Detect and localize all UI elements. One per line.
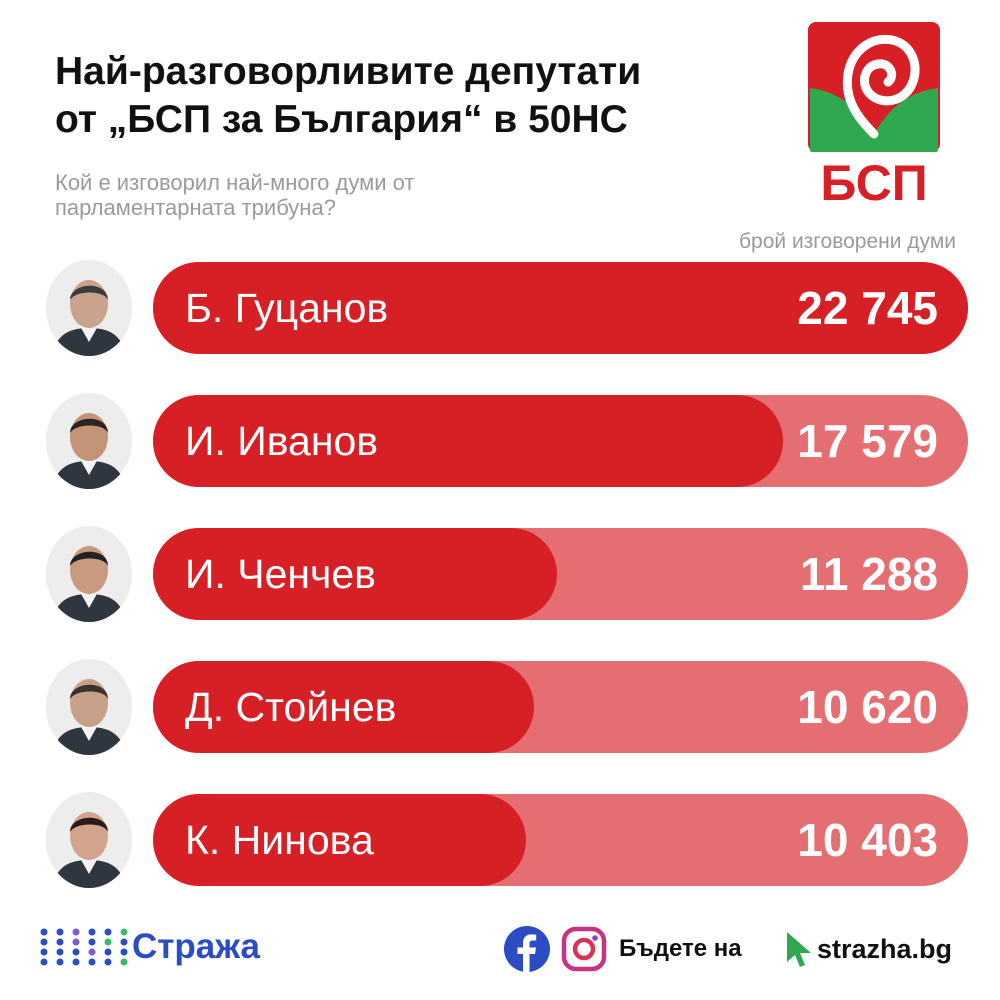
chart-subtitle: Кой е изговорил най-много думи от парлам… (55, 170, 575, 220)
brand-name: Стража (132, 927, 260, 966)
bar-track: Д. Стойнев 10 620 (153, 661, 968, 753)
category-label: И. Ченчев (185, 551, 376, 597)
title-line-1: Най-разговорливите депутати (55, 50, 642, 93)
facebook-icon[interactable] (504, 926, 550, 972)
title-line-2: от „БСП за България“ в 50НС (55, 98, 628, 141)
category-label: К. Нинова (185, 817, 374, 863)
bar-track: И. Ченчев 11 288 (153, 528, 968, 620)
avatar (46, 792, 132, 888)
instagram-icon[interactable] (561, 926, 607, 972)
chart-title: Най-разговорливите депутати от „БСП за Б… (55, 48, 775, 144)
strazha-dots-logo-icon (40, 928, 128, 966)
category-label: И. Иванов (185, 418, 379, 464)
avatar (46, 393, 132, 489)
unit-label: брой изговорени думи (739, 230, 956, 253)
subtitle-line-1: Кой е изговорил най-много думи от (55, 170, 415, 195)
category-label: Д. Стойнев (185, 684, 397, 730)
cursor-icon (787, 932, 811, 967)
bar-row: Б. Гуцанов 22 745 (0, 260, 1000, 356)
bar-track: Б. Гуцанов 22 745 (153, 262, 968, 354)
subtitle-line-2: парламентарната трибуна? (55, 195, 336, 220)
bar-track: И. Иванов 17 579 (153, 395, 968, 487)
bsp-logo: БСП (808, 22, 940, 206)
bar-row: К. Нинова 10 403 (0, 792, 1000, 888)
bar (153, 262, 968, 354)
data-label: 10 403 (797, 814, 938, 866)
bar-row: И. Ченчев 11 288 (0, 526, 1000, 622)
bar-track: К. Нинова 10 403 (153, 794, 968, 886)
data-label: 22 745 (797, 282, 938, 334)
category-label: Б. Гуцанов (185, 285, 389, 331)
site-link[interactable]: strazha.bg (817, 934, 953, 964)
logo-text: БСП (820, 155, 927, 206)
data-label: 11 288 (799, 548, 938, 600)
avatar (46, 526, 132, 622)
bar (153, 661, 534, 753)
avatar (46, 260, 132, 356)
bar (153, 794, 526, 886)
bar (153, 528, 557, 620)
bar-row: Д. Стойнев 10 620 (0, 659, 1000, 755)
bar-row: И. Иванов 17 579 (0, 393, 1000, 489)
avatar (46, 659, 132, 755)
data-label: 17 579 (797, 415, 938, 467)
data-label: 10 620 (797, 681, 938, 733)
bar (153, 395, 783, 487)
bsp-rose-logo-icon: БСП (808, 22, 940, 206)
social-footer: Бъдете на strazha.bg (504, 924, 974, 974)
cta-text: Бъдете на (619, 935, 742, 962)
